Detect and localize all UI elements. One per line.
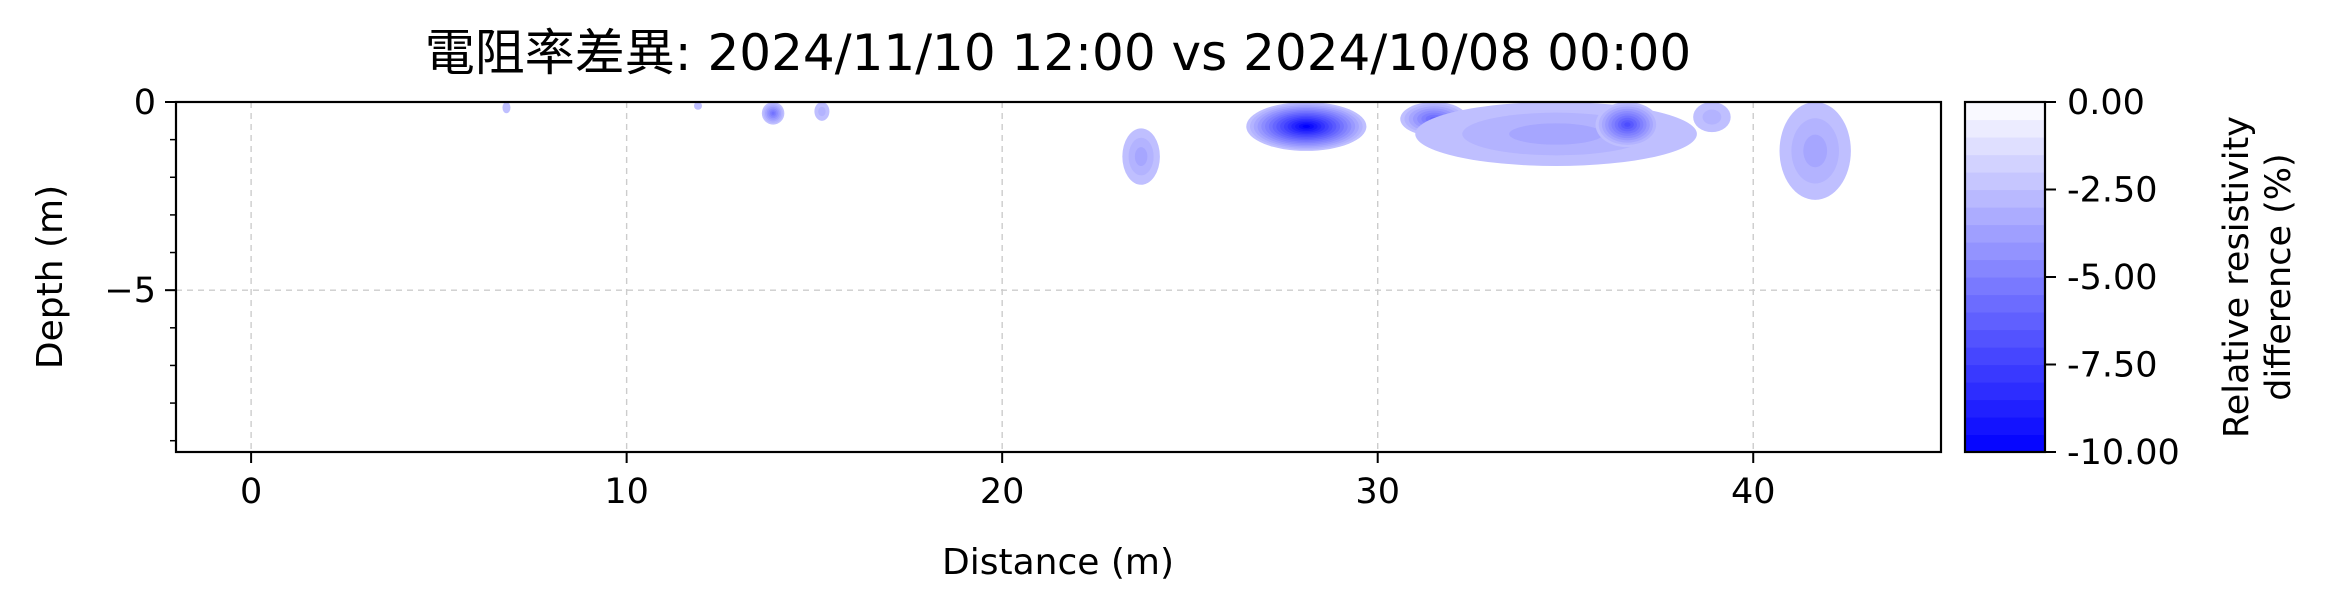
colorbar-label-line2: difference (%) (2259, 153, 2299, 400)
y-axis-label: Depth (m) (30, 185, 71, 369)
colorbar-tick-label: -5.00 (2067, 258, 2158, 298)
colorbar-band (1965, 242, 2045, 261)
colorbar-band (1965, 154, 2045, 173)
colorbar-band (1965, 224, 2045, 243)
colorbar-band (1965, 172, 2045, 191)
x-tick-label: 30 (1355, 472, 1400, 512)
x-tick-label: 0 (240, 472, 262, 512)
y-tick-label: 0 (134, 83, 156, 123)
anomaly-contour (1509, 123, 1604, 145)
anomaly-contour (693, 102, 702, 110)
anomaly-contour (818, 106, 826, 117)
colorbar-band (1965, 119, 2045, 138)
plot-background (176, 102, 1941, 452)
anomaly-3 (814, 102, 830, 121)
colorbar-tick-label: -2.50 (2067, 171, 2158, 211)
colorbar-band (1965, 329, 2045, 348)
colorbar-band (1965, 277, 2045, 296)
anomaly-contour (502, 102, 511, 114)
anomaly-0 (502, 102, 511, 114)
anomaly-1 (693, 102, 702, 110)
colorbar: 0.00 -2.50 -5.00 -7.50 -10.00 (1963, 83, 2180, 473)
colorbar-band (1965, 382, 2045, 401)
colorbar-label-line1: Relative resistivity (2217, 116, 2257, 438)
anomaly-contour (1134, 147, 1148, 166)
plot-frame (174, 100, 1943, 454)
colorbar-tick-label: 0.00 (2067, 83, 2145, 123)
anomaly-layer (502, 102, 1851, 200)
colorbar-band (1965, 102, 2045, 121)
anomaly-9 (1693, 102, 1731, 133)
anomaly-8 (1595, 102, 1660, 148)
anomaly-4 (1122, 128, 1160, 185)
anomaly-5 (1246, 102, 1367, 151)
colorbar-band (1965, 364, 2045, 383)
colorbar-tick-label: -10.00 (2067, 433, 2180, 473)
plot-area: 0 10 20 30 40 0 −5 (104, 83, 1943, 512)
y-tick-label: −5 (104, 271, 156, 311)
anomaly-contour (1302, 124, 1311, 128)
colorbar-band (1965, 417, 2045, 436)
colorbar-band (1965, 347, 2045, 366)
anomaly-contour (771, 111, 775, 115)
colorbar-band (1965, 137, 2045, 156)
anomaly-10 (1779, 102, 1851, 200)
x-tick-label: 20 (980, 472, 1025, 512)
colorbar-band (1965, 294, 2045, 313)
colorbar-band (1965, 189, 2045, 208)
colorbar-band (1965, 434, 2045, 453)
anomaly-contour (1702, 109, 1722, 125)
x-tick-label: 40 (1731, 472, 1776, 512)
colorbar-band (1965, 259, 2045, 278)
x-tick-label: 10 (604, 472, 649, 512)
colorbar-band (1965, 399, 2045, 418)
anomaly-contour (1624, 122, 1631, 127)
grid-lines (176, 102, 1941, 452)
chart-title: 電阻率差異: 2024/11/10 12:00 vs 2024/10/08 00… (425, 24, 1692, 82)
anomaly-2 (761, 102, 785, 125)
x-axis-ticks: 0 10 20 30 40 (240, 452, 1776, 512)
colorbar-band (1965, 312, 2045, 331)
anomaly-contour (1803, 134, 1828, 168)
colorbar-tick-label: -7.50 (2067, 346, 2158, 386)
y-axis-ticks: 0 −5 (104, 83, 176, 442)
colorbar-band (1965, 207, 2045, 226)
x-axis-label: Distance (m) (942, 542, 1174, 583)
